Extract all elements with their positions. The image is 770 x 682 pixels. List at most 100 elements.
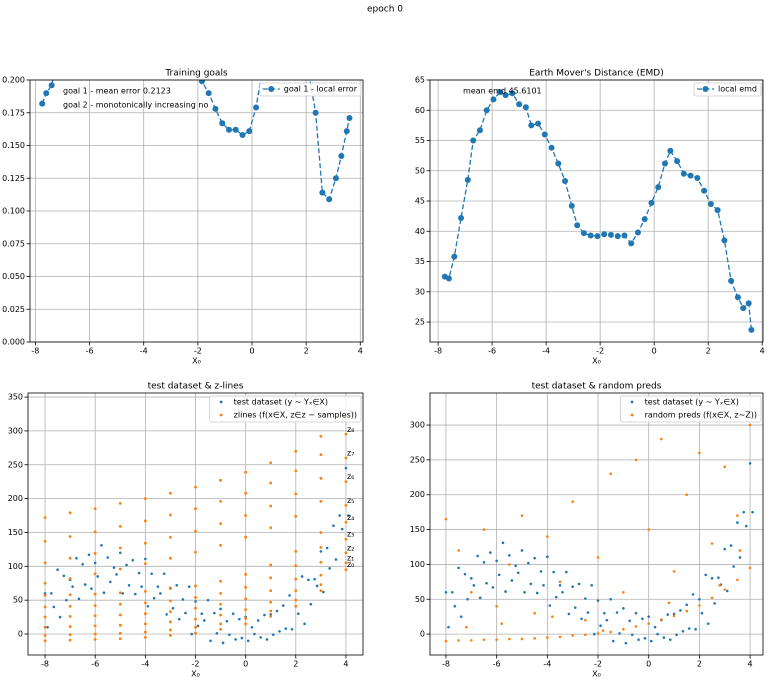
x-tick-label: -8 bbox=[31, 347, 39, 356]
data-point bbox=[288, 594, 291, 597]
data-point bbox=[694, 627, 697, 631]
zline-point bbox=[244, 617, 248, 620]
data-point bbox=[313, 577, 316, 581]
data-point bbox=[202, 619, 206, 622]
data-point bbox=[131, 558, 135, 562]
legend: local emd bbox=[693, 82, 762, 97]
y-tick-label: 0.050 bbox=[2, 272, 25, 281]
data-point bbox=[662, 636, 666, 639]
data-point bbox=[56, 568, 59, 571]
data-point bbox=[62, 574, 66, 578]
legend-marker bbox=[630, 413, 634, 417]
zline-point bbox=[219, 522, 222, 526]
data-point bbox=[253, 632, 256, 636]
zline-point bbox=[294, 550, 298, 553]
data-point bbox=[700, 611, 704, 615]
data-point bbox=[504, 590, 507, 593]
zline-point bbox=[93, 624, 97, 628]
data-point bbox=[472, 584, 476, 587]
data-point bbox=[634, 458, 638, 462]
data-point bbox=[303, 622, 306, 626]
zline-point bbox=[269, 461, 273, 465]
data-point bbox=[65, 598, 68, 602]
data-point bbox=[457, 566, 460, 570]
zline-point bbox=[194, 529, 197, 533]
data-point bbox=[196, 624, 200, 628]
data-point bbox=[160, 25, 166, 31]
data-point bbox=[596, 632, 600, 635]
zline-point bbox=[93, 552, 97, 555]
data-point bbox=[577, 582, 581, 586]
data-point bbox=[548, 604, 552, 607]
data-point bbox=[571, 500, 574, 504]
data-point bbox=[607, 231, 614, 238]
data-point bbox=[39, 100, 46, 107]
data-point bbox=[698, 597, 701, 601]
zline-label: z₄ bbox=[347, 513, 354, 522]
data-point bbox=[509, 90, 516, 97]
zline-point bbox=[118, 613, 122, 617]
data-point bbox=[75, 556, 78, 560]
x-tick-label: -8 bbox=[442, 660, 450, 669]
zline-point bbox=[93, 530, 97, 534]
data-point bbox=[165, 613, 168, 616]
data-point bbox=[344, 466, 348, 470]
zline-point bbox=[244, 535, 248, 539]
data-point bbox=[50, 592, 53, 595]
legend-marker bbox=[268, 86, 275, 92]
data-point bbox=[573, 606, 577, 609]
zline-point bbox=[244, 470, 248, 474]
legend-label: goal 1 - local error bbox=[284, 85, 358, 94]
zline-point bbox=[43, 633, 47, 637]
data-point bbox=[307, 578, 310, 582]
data-point bbox=[706, 622, 710, 625]
data-point bbox=[675, 633, 678, 637]
zline-point bbox=[169, 587, 172, 591]
x-axis-label: X₀ bbox=[592, 357, 601, 366]
plot-area bbox=[430, 80, 763, 342]
data-point bbox=[728, 277, 735, 284]
data-point bbox=[656, 632, 659, 636]
data-point bbox=[278, 630, 281, 633]
zline-point bbox=[294, 469, 298, 473]
data-point bbox=[614, 233, 621, 240]
chart-title: test dataset & random preds bbox=[532, 382, 662, 392]
axes-frame bbox=[429, 392, 764, 656]
data-point bbox=[286, 12, 292, 18]
data-point bbox=[338, 514, 341, 517]
zline-point bbox=[294, 604, 298, 608]
zline-point bbox=[219, 478, 222, 482]
zline-point bbox=[194, 617, 197, 621]
legend-box bbox=[209, 395, 362, 423]
legend-label: local emd bbox=[718, 85, 757, 94]
data-point bbox=[736, 521, 739, 524]
x-tick-label: -2 bbox=[194, 347, 202, 356]
data-point bbox=[71, 585, 74, 588]
zline-point bbox=[43, 561, 47, 565]
data-point bbox=[714, 207, 721, 214]
data-point bbox=[723, 588, 727, 591]
data-point bbox=[253, 104, 260, 111]
zline-point bbox=[219, 591, 222, 595]
data-point bbox=[225, 126, 232, 133]
zline-point bbox=[219, 627, 222, 631]
zline-label: z₈ bbox=[347, 425, 354, 434]
data-point bbox=[328, 567, 331, 570]
data-point bbox=[707, 201, 714, 208]
data-point bbox=[240, 636, 244, 640]
data-point bbox=[271, 633, 275, 636]
zline-point bbox=[294, 577, 298, 581]
data-point bbox=[451, 590, 454, 594]
data-point bbox=[508, 637, 511, 641]
zline-point bbox=[244, 597, 248, 601]
data-point bbox=[332, 524, 335, 527]
data-point bbox=[667, 601, 671, 605]
data-point bbox=[558, 584, 562, 587]
data-point bbox=[55, 51, 61, 57]
data-point bbox=[685, 609, 689, 613]
zline-point bbox=[344, 551, 348, 555]
data-point bbox=[609, 597, 612, 601]
zline-point bbox=[344, 480, 348, 484]
data-point bbox=[482, 561, 486, 564]
data-point bbox=[239, 132, 246, 139]
